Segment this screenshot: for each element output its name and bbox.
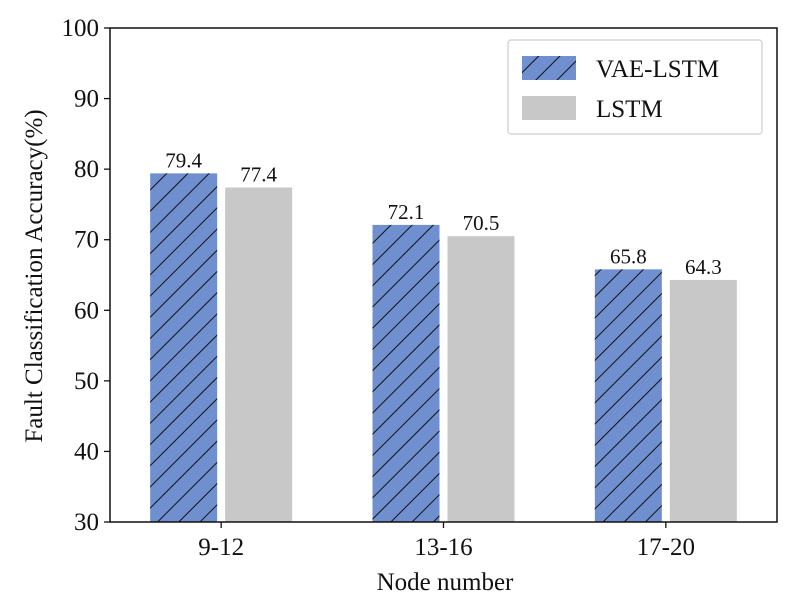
x-tick-label-13-16: 13-16	[414, 534, 472, 561]
data-label-lstm-17-20: 64.3	[685, 255, 722, 279]
data-labels-layer: 79.4 77.4 72.1 70.5 65.8 64.3	[165, 148, 721, 279]
x-tick-label-9-12: 9-12	[198, 534, 244, 561]
legend-label-lstm: LSTM	[596, 96, 663, 123]
data-label-vae-lstm-9-12: 79.4	[165, 148, 202, 172]
plot-frame	[109, 27, 778, 523]
legend-swatch-lstm	[522, 96, 576, 120]
axes-layer: 9-12 13-16 17-20 30 40 50 60 70 80 90 100	[62, 15, 778, 561]
bars-layer	[150, 173, 737, 522]
bar-lstm-13-16	[447, 236, 515, 522]
y-tick-label-70: 70	[74, 227, 99, 254]
bar-lstm-17-20	[669, 279, 737, 522]
data-label-vae-lstm-17-20: 65.8	[610, 244, 647, 268]
bar-hatch-vae-lstm-17-20	[594, 269, 662, 522]
data-label-lstm-13-16: 70.5	[463, 211, 500, 235]
y-tick-label-50: 50	[74, 368, 99, 395]
data-label-lstm-9-12: 77.4	[240, 162, 277, 186]
legend-label-vae-lstm: VAE-LSTM	[596, 56, 719, 83]
bar-hatch-vae-lstm-9-12	[150, 173, 218, 522]
y-tick-label-30: 30	[74, 509, 99, 536]
x-axis-label: Node number	[377, 569, 514, 596]
y-tick-label-90: 90	[74, 86, 99, 113]
legend: VAE-LSTM LSTM	[507, 39, 763, 135]
legend-swatch-vae-lstm-hatch	[522, 56, 576, 80]
y-tick-label-40: 40	[74, 438, 99, 465]
bar-hatch-vae-lstm-13-16	[372, 224, 440, 522]
y-tick-label-100: 100	[62, 15, 100, 42]
bar-lstm-9-12	[225, 187, 293, 522]
y-axis-label: Fault Classification Accuracy(%)	[21, 109, 48, 442]
y-tick-label-80: 80	[74, 156, 99, 183]
y-tick-label-60: 60	[74, 297, 99, 324]
x-tick-label-17-20: 17-20	[637, 534, 695, 561]
data-label-vae-lstm-13-16: 72.1	[388, 200, 425, 224]
